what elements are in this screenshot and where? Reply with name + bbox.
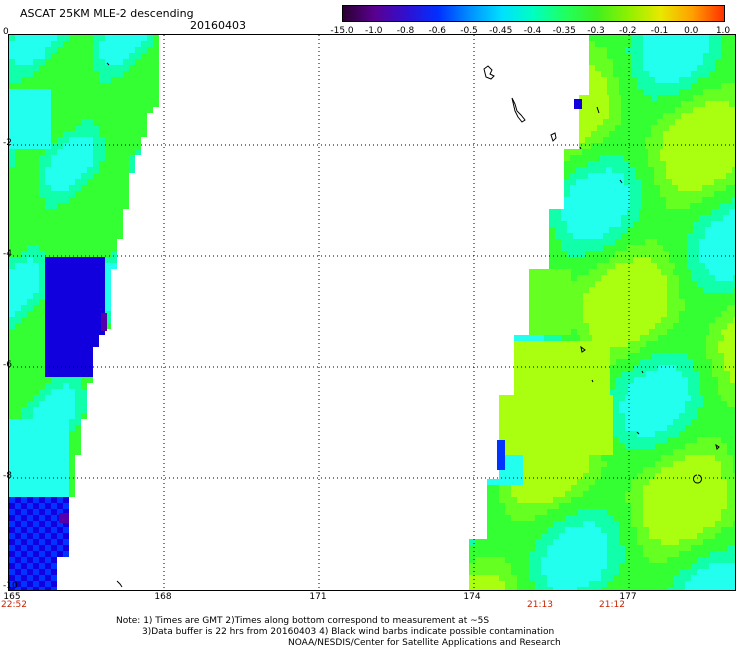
y-tick-3: -6 xyxy=(3,360,12,370)
island-outline xyxy=(106,62,110,66)
x-tick-4: 177 xyxy=(619,592,637,602)
y-tick-2: -4 xyxy=(3,249,12,259)
island-outline xyxy=(596,106,600,114)
island-outline xyxy=(116,580,123,588)
island-outline xyxy=(715,443,720,450)
note-line-3: NOAA/NESDIS/Center for Satellite Applica… xyxy=(288,638,561,648)
colorbar-label: -1.0 xyxy=(364,26,383,36)
satellite-swaths xyxy=(9,35,735,590)
island-outline xyxy=(511,97,526,123)
island-outline xyxy=(550,132,557,142)
time-label-1: 21:13 xyxy=(527,600,553,610)
colorbar-label: -0.35 xyxy=(552,26,576,36)
colorbar-label: 1.0 xyxy=(715,26,731,36)
colorbar-label: -0.5 xyxy=(460,26,478,36)
note-line-2: 3)Data buffer is 22 hrs from 20160403 4)… xyxy=(142,627,555,637)
date-label: 20160403 xyxy=(190,19,246,32)
island-outline xyxy=(580,345,586,353)
colorbar-label: -0.3 xyxy=(587,26,605,36)
x-tick-3: 174 xyxy=(463,592,481,602)
island-outline xyxy=(693,474,702,484)
colorbar-label: -0.2 xyxy=(618,26,637,36)
colorbar-labels: -15.0 -1.0 -0.8 -0.6 -0.5 -0.45 -0.4 -0.35 -0.3 -… xyxy=(330,26,732,38)
note-line-1: Note: 1) Times are GMT 2)Times along bot… xyxy=(116,616,490,626)
x-tick-1: 168 xyxy=(154,592,172,602)
island-outline xyxy=(619,179,623,184)
island-outline xyxy=(579,146,582,150)
y-tick-4: -8 xyxy=(3,471,12,481)
y-tick-0: 0 xyxy=(3,27,9,37)
colorbar xyxy=(342,5,725,22)
wind-map xyxy=(8,34,736,591)
colorbar-label: -0.45 xyxy=(489,26,513,36)
colorbar-label: -0.6 xyxy=(428,26,447,36)
colorbar-label: -0.1 xyxy=(650,26,669,36)
colorbar-label: -0.4 xyxy=(523,26,542,36)
island-outline xyxy=(636,431,640,435)
grid-lines xyxy=(9,35,735,590)
island-outline xyxy=(591,379,594,383)
colorbar-label: 0.0 xyxy=(684,26,699,36)
y-tick-1: -2 xyxy=(3,138,12,148)
colorbar-label: -15.0 xyxy=(330,26,354,36)
time-label-0: 22:52 xyxy=(1,600,27,610)
x-tick-0: 165 xyxy=(3,592,21,602)
island-outline xyxy=(641,370,644,374)
islands xyxy=(106,62,720,588)
title: ASCAT 25KM MLE-2 descending xyxy=(20,7,194,20)
island-outline xyxy=(483,65,495,80)
y-tick-5: -10 xyxy=(3,581,18,591)
x-tick-2: 171 xyxy=(309,592,327,602)
time-label-2: 21:12 xyxy=(599,600,625,610)
colorbar-label: -0.8 xyxy=(396,26,415,36)
